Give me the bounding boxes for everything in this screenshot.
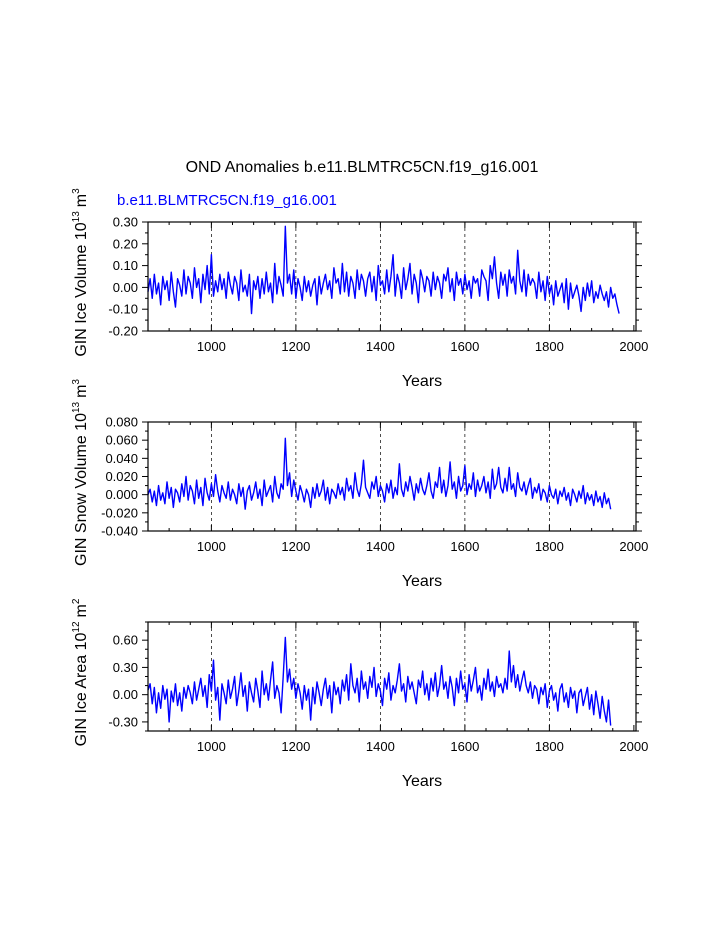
y-tick-label: 0.30	[113, 660, 138, 675]
panel-ice-area: 1000 1200 1400 1600 1800 2000 -0.30 0.00 0.30 0.6…	[71, 598, 648, 790]
x-tick-label: 1800	[535, 339, 564, 354]
x-tick-label: 1600	[450, 339, 479, 354]
y-axis-label-unit: m	[73, 385, 90, 398]
x-axis-label: Years	[402, 573, 442, 590]
x-axis-label: Years	[402, 773, 442, 790]
series-line	[147, 636, 612, 726]
y-tick-label: -0.20	[108, 324, 138, 339]
x-tick-label: 1400	[366, 739, 395, 754]
x-tick-label: 2000	[619, 739, 648, 754]
y-axis-label-unit: m	[73, 194, 90, 207]
x-tick-label: 1400	[366, 539, 395, 554]
x-tick-label: 1200	[281, 739, 310, 754]
y-axis-label-unit-exponent: 2	[71, 598, 82, 604]
y-axis-label-unit-exponent: 3	[71, 379, 82, 385]
figure-title: OND Anomalies b.e11.BLMTRC5CN.f19_g16.00…	[186, 159, 539, 176]
y-tick-label: -0.040	[101, 524, 138, 539]
case-label: b.e11.BLMTRC5CN.f19_g16.001	[117, 192, 337, 209]
panel-snow-volume: 1000 1200 1400 1600 1800 2000 -0.040 -0.020 0.00…	[71, 379, 648, 590]
y-tick-label: 0.30	[113, 215, 138, 230]
y-axis-label-main: GIN Snow Volume 10	[73, 413, 90, 566]
y-axis-label-unit-exponent: 3	[71, 188, 82, 194]
y-axis-label-main: GIN Ice Volume 10	[73, 222, 90, 356]
y-axis-label: GIN Snow Volume 1013 m3	[71, 379, 90, 566]
y-axis-label-exponent: 12	[71, 621, 82, 633]
y-tick-label: 0.060	[105, 433, 138, 448]
y-tick-label: 0.040	[105, 451, 138, 466]
y-tick-label: 0.00	[113, 280, 138, 295]
x-tick-label: 2000	[619, 539, 648, 554]
y-axis-label-main: GIN Ice Area 10	[73, 632, 90, 746]
x-tick-label: 1200	[281, 339, 310, 354]
y-axis-label-exponent: 13	[71, 211, 82, 223]
y-tick-label: 0.20	[113, 236, 138, 251]
y-axis-label-unit: m	[73, 604, 90, 617]
x-tick-label: 2000	[619, 339, 648, 354]
series-line	[147, 437, 612, 510]
x-tick-label: 1000	[197, 339, 226, 354]
y-tick-label: 0.10	[113, 258, 138, 273]
x-tick-label: 1000	[197, 539, 226, 554]
x-tick-label: 1800	[535, 739, 564, 754]
series-line	[147, 225, 620, 315]
x-tick-label: 1000	[197, 739, 226, 754]
y-tick-label: 0.020	[105, 469, 138, 484]
x-tick-label: 1800	[535, 539, 564, 554]
y-tick-label: -0.10	[108, 302, 138, 317]
y-tick-label: 0.00	[113, 687, 138, 702]
x-tick-label: 1600	[450, 539, 479, 554]
x-axis-label: Years	[402, 373, 442, 390]
y-axis-label-exponent: 13	[71, 401, 82, 413]
x-tick-label: 1200	[281, 539, 310, 554]
y-tick-label: -0.020	[101, 505, 138, 520]
y-tick-label: 0.60	[113, 633, 138, 648]
y-axis-label: GIN Ice Volume 1013 m3	[71, 188, 90, 357]
y-tick-label: -0.30	[108, 714, 138, 729]
y-tick-label: 0.000	[105, 487, 138, 502]
panel-ice-volume: 1000 1200 1400 1600 1800 2000 -0.20 -0.10 0.00 0.…	[71, 188, 648, 390]
x-tick-label: 1600	[450, 739, 479, 754]
y-tick-label: 0.080	[105, 415, 138, 430]
x-tick-label: 1400	[366, 339, 395, 354]
y-axis-label: GIN Ice Area 1012 m2	[71, 598, 90, 746]
